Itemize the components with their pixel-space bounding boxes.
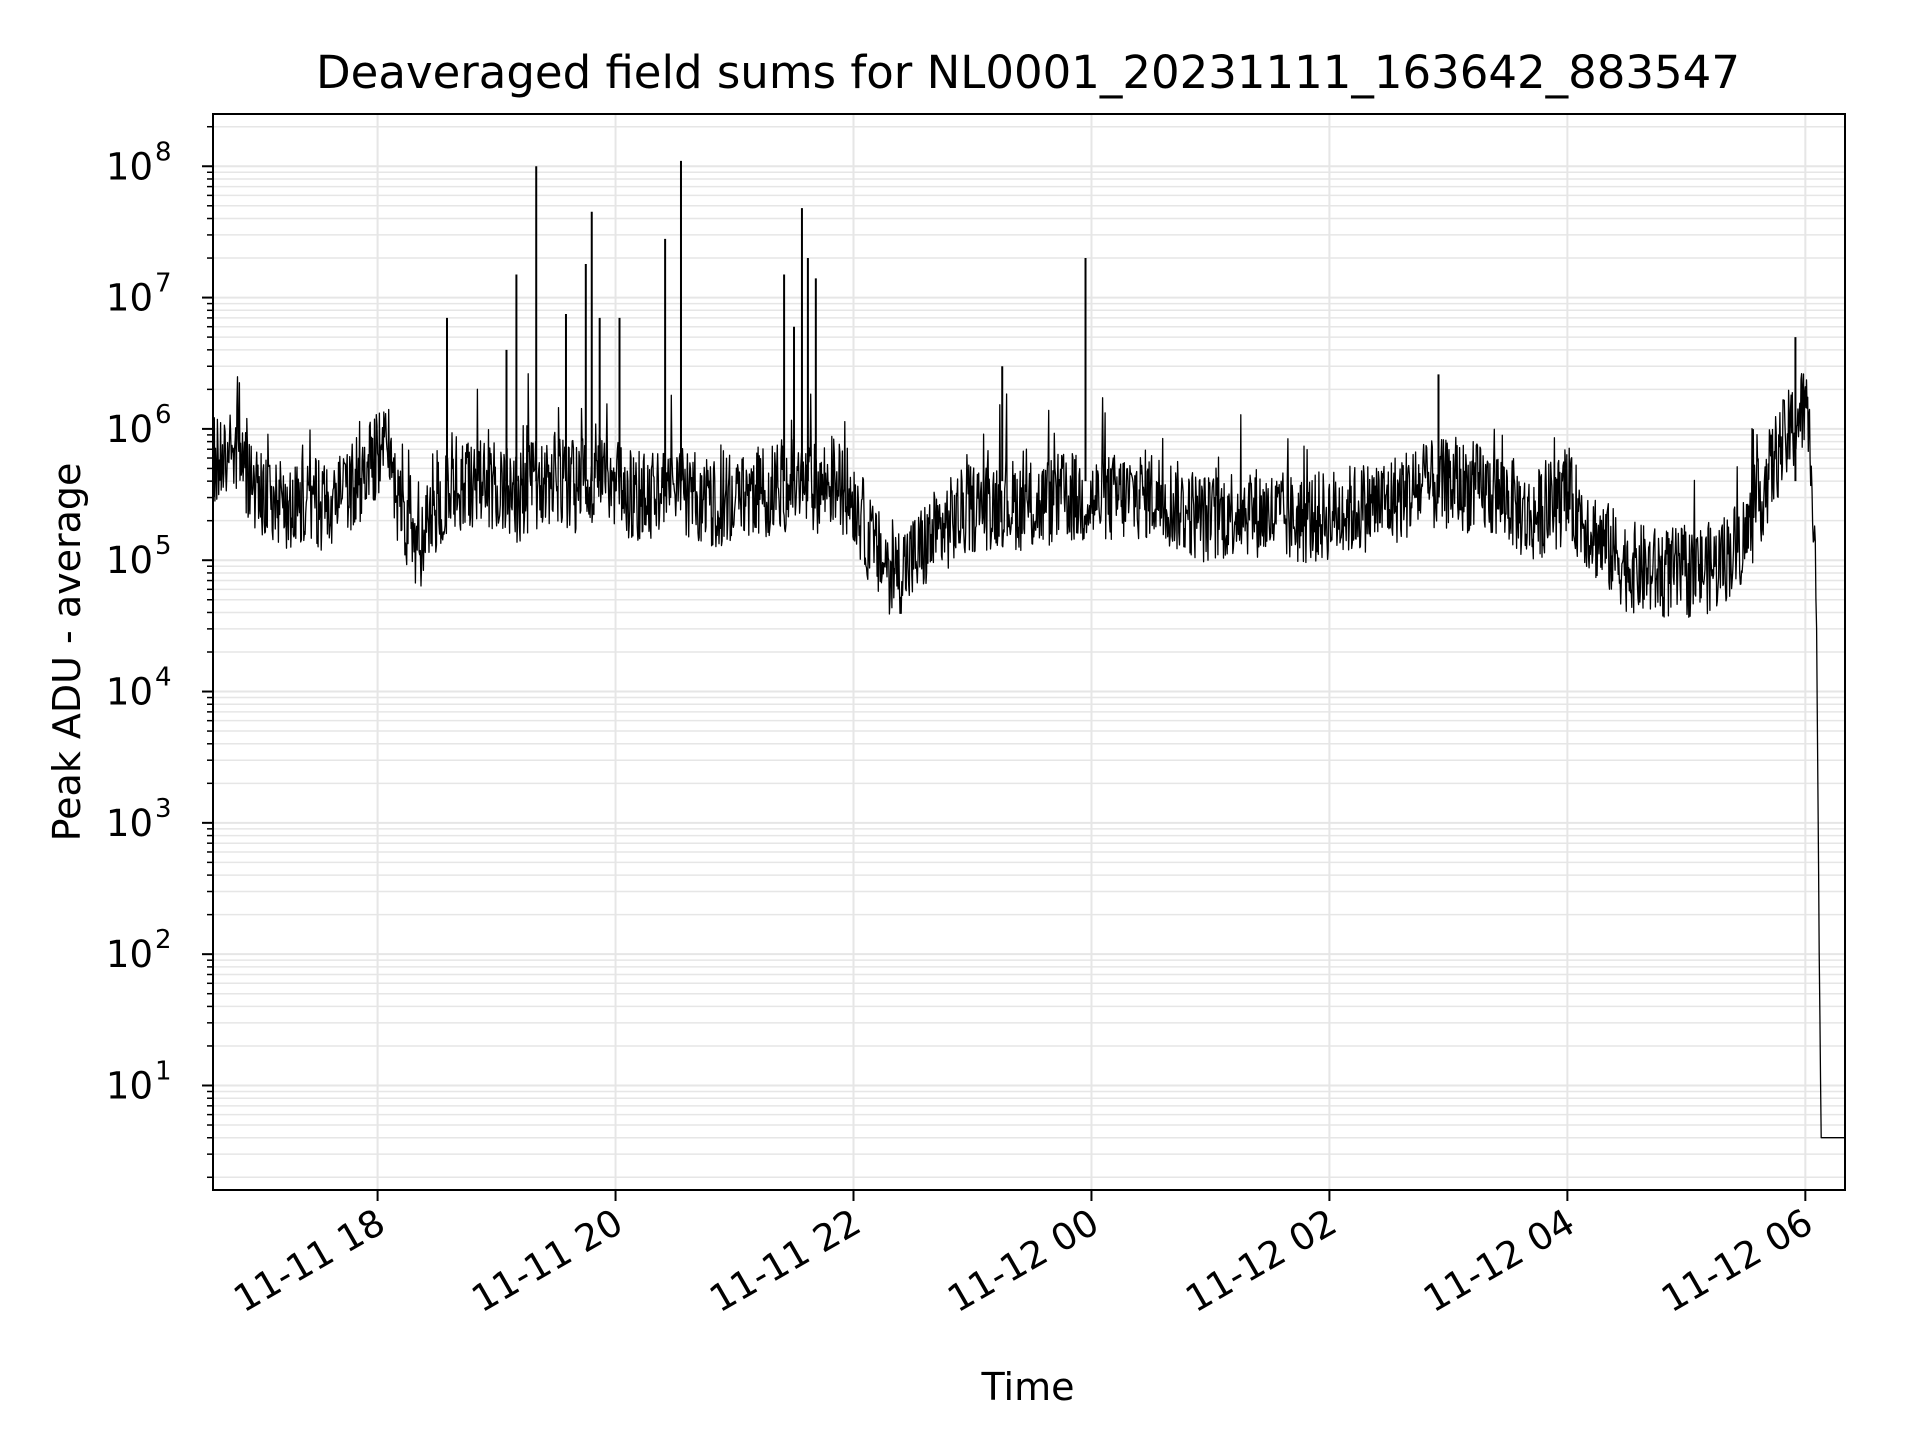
chart-title: Deaveraged field sums for NL0001_2023111… (316, 46, 1740, 99)
data-series (212, 160, 1846, 1139)
y-tick-label: 10 (106, 1064, 153, 1107)
x-axis-label: Time (981, 1365, 1075, 1409)
y-tick-label: 10 (106, 933, 153, 976)
y-axis-label: Peak ADU - average (45, 463, 89, 842)
grid-lines (213, 114, 1845, 1190)
y-tick-label: 10 (106, 802, 153, 845)
y-tick-exponent: 3 (155, 794, 172, 824)
y-tick-exponent: 7 (155, 269, 172, 299)
y-tick-exponent: 6 (155, 400, 172, 430)
y-tick-exponent: 4 (155, 663, 172, 693)
y-tick-label: 10 (106, 145, 153, 188)
y-tick-label: 10 (106, 671, 153, 714)
y-tick-exponent: 5 (155, 531, 172, 561)
y-tick-exponent: 1 (155, 1056, 172, 1086)
y-tick-label: 10 (106, 539, 153, 582)
y-tick-exponent: 2 (155, 925, 172, 955)
y-tick-label: 10 (106, 277, 153, 320)
series-line (212, 372, 1846, 1139)
y-tick-exponent: 8 (155, 137, 172, 167)
y-tick-label: 10 (106, 408, 153, 451)
